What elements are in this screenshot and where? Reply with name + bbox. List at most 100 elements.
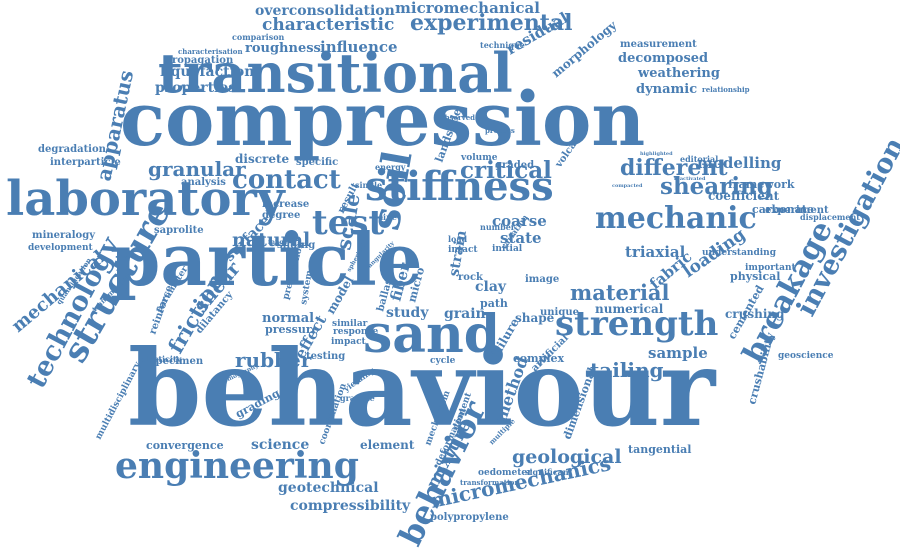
- word-mechanic: mechanic: [595, 201, 757, 236]
- word-initial: initial: [492, 244, 523, 254]
- word-decomposed: decomposed: [618, 51, 708, 66]
- word-load: load: [448, 234, 468, 244]
- word-contact: contact: [232, 165, 341, 195]
- word-science: science: [251, 437, 309, 453]
- word-path: path: [480, 297, 508, 310]
- word-experimental: experimental: [410, 10, 573, 36]
- word-geotechnical: geotechnical: [278, 480, 379, 496]
- word-micromechanical: micromechanical: [395, 0, 540, 17]
- word-framework: framework: [728, 178, 795, 191]
- word-natural: natural: [232, 229, 310, 251]
- word-pressure: pressure: [265, 323, 319, 336]
- word-shearing: shearing: [660, 173, 773, 200]
- word-propagation: propagation: [165, 55, 234, 66]
- word-crushing: crushing: [725, 307, 785, 321]
- word-image: image: [525, 274, 559, 285]
- word-characteristic: characteristic: [262, 15, 394, 35]
- word-dynamic: dynamic: [636, 82, 697, 97]
- word-measurement: measurement: [620, 39, 697, 50]
- word-strength: strength: [555, 304, 718, 344]
- word-triaxial: triaxial: [625, 243, 686, 261]
- word-technique: technique: [480, 40, 525, 50]
- word-compressibility: compressibility: [290, 498, 411, 514]
- word-range: range: [268, 239, 288, 246]
- word-test: test: [312, 203, 384, 243]
- word-engineering: engineering: [115, 445, 359, 487]
- word-degree: degree: [262, 210, 300, 221]
- word-experiment: experiment: [765, 205, 829, 216]
- word-physical: physical: [730, 270, 780, 283]
- word-liquefaction: liquefaction: [160, 64, 254, 80]
- word-transformation: transformation: [460, 478, 519, 487]
- word-displacement: displacement: [800, 212, 860, 222]
- word-convergence: convergence: [146, 439, 224, 452]
- word-highlighted: highlighted: [640, 151, 673, 157]
- word-oedometer: oedometer: [478, 468, 532, 478]
- word-modelling: modelling: [697, 154, 782, 172]
- word-similar: similar: [332, 319, 368, 329]
- word-material: material: [570, 280, 670, 305]
- word-normal: normal: [262, 311, 314, 326]
- word-study: study: [386, 305, 429, 321]
- word-different: different: [620, 155, 728, 181]
- word-testing: testing: [306, 351, 345, 362]
- word-sand: sand: [363, 304, 500, 365]
- word-discrete: discrete: [235, 152, 290, 166]
- word-critical: critical: [460, 157, 552, 184]
- word-graded: graded: [495, 160, 534, 171]
- word-transitional: transitional: [158, 41, 513, 105]
- word-volume: volume: [460, 153, 498, 163]
- word-roughness: roughness: [245, 41, 321, 56]
- word-unique: unique: [540, 307, 579, 318]
- word-coefficient: coefficient: [708, 189, 780, 203]
- word-specific: specific: [296, 157, 338, 168]
- word-degradation: degradation: [38, 144, 107, 155]
- word-editorial: editorial: [680, 154, 718, 164]
- word-analysis: analysis: [181, 177, 226, 188]
- word-relationship: relationship: [702, 85, 750, 94]
- word-behaviour: behaviour: [128, 326, 717, 450]
- word-energy: energy: [375, 162, 406, 172]
- word-mineralogy: mineralogy: [32, 230, 96, 241]
- word-weathering: weathering: [637, 66, 720, 81]
- word-carbonate: carbonate: [752, 203, 814, 216]
- word-polypropylene: polypropylene: [430, 512, 509, 523]
- word-laboratory: laboratory: [6, 171, 287, 227]
- word-element: element: [360, 438, 415, 452]
- word-sample: sample: [648, 344, 708, 362]
- word-granule: granule: [340, 393, 375, 403]
- word-characterisation: characterisation: [178, 47, 243, 56]
- word-response: response: [333, 327, 378, 337]
- word-overconsolidation: overconsolidation: [255, 3, 395, 19]
- word-intact: intact: [448, 245, 478, 255]
- word-reactivated: reactivated: [674, 176, 706, 182]
- word-rock: rock: [458, 272, 484, 283]
- word-clay: clay: [475, 279, 507, 295]
- word-rubber: rubber: [235, 348, 312, 372]
- word-coarse: coarse: [492, 212, 547, 230]
- word-single: single: [355, 180, 382, 190]
- word-geoscience: geoscience: [778, 351, 834, 361]
- word-state: state: [500, 229, 542, 247]
- word-influence: influence: [320, 38, 398, 56]
- word-compacted: compacted: [612, 183, 643, 189]
- word-cycle: cycle: [430, 356, 456, 366]
- word-numerical: numerical: [595, 302, 664, 316]
- word-important: important: [745, 263, 797, 273]
- word-development: development: [28, 243, 93, 253]
- word-comparison: comparison: [232, 32, 285, 42]
- word-specimen: specimen: [150, 356, 204, 367]
- word-particle: particle: [110, 217, 423, 302]
- word-sliding: sliding: [277, 240, 315, 251]
- word-geological: geological: [512, 446, 622, 468]
- word-tangential: tangential: [628, 443, 691, 456]
- word-shape: shape: [515, 311, 555, 325]
- word-impact: impact: [331, 337, 367, 347]
- word-complex: complex: [513, 352, 565, 365]
- word-grain: grain: [444, 306, 486, 322]
- word-observed: observed: [440, 113, 475, 122]
- word-number: number: [480, 222, 516, 232]
- word-increase: increase: [262, 199, 309, 210]
